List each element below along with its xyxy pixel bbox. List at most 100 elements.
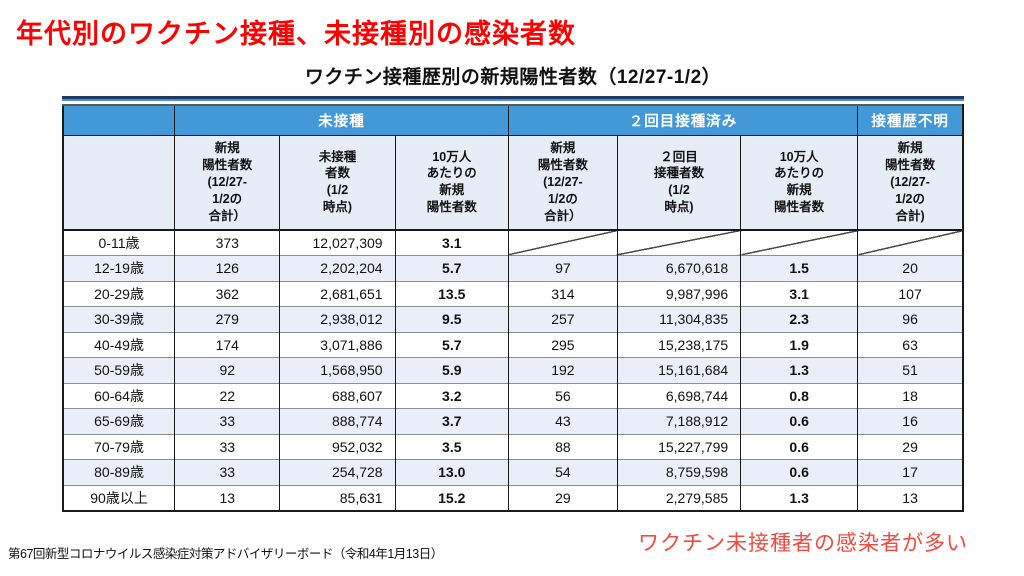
value-cell: 5.7: [394, 331, 509, 358]
age-cell: 0-11歳: [62, 229, 176, 256]
value-cell: 3.1: [394, 229, 509, 256]
value-cell: 9.5: [394, 306, 509, 332]
value-cell: 952,032: [279, 433, 396, 460]
value-cell: 88: [507, 433, 618, 460]
value-cell: [616, 229, 742, 256]
value-cell: 18: [857, 382, 964, 409]
value-cell: 0.6: [740, 408, 859, 434]
value-cell: 11,304,835: [616, 306, 742, 332]
value-cell: 3.5: [394, 433, 509, 460]
value-cell: 2,202,204: [279, 255, 396, 281]
value-cell: 15,161,684: [616, 357, 742, 383]
table-row: 0-11歳 373 12,027,309 3.1: [62, 229, 964, 256]
value-cell: 254,728: [279, 459, 396, 485]
value-cell: 96: [857, 306, 964, 332]
corner-cell: [62, 105, 176, 136]
value-cell: 29: [507, 484, 618, 511]
value-cell: 3,071,886: [279, 331, 396, 358]
value-cell: 6,670,618: [616, 255, 742, 281]
value-cell: 15,227,799: [616, 433, 742, 460]
age-cell: 65-69歳: [62, 408, 176, 434]
page-title: 年代別のワクチン接種、未接種別の感染者数: [16, 19, 576, 49]
group-header-second-dose: ２回目接種済み: [507, 105, 859, 136]
col-header-second-dose-count: ２回目 接種者数 (1/2 時点): [616, 135, 742, 231]
col-header-unvax-count: 未接種 者数 (1/2 時点): [279, 135, 396, 231]
age-cell: 90歳以上: [62, 484, 176, 511]
value-cell: 362: [174, 280, 281, 307]
table-row: 20-29歳 362 2,681,651 13.5 314 9,987,996 3.1 107: [62, 280, 964, 307]
value-cell: 174: [174, 331, 281, 358]
value-cell: 373: [174, 229, 281, 256]
value-cell: 107: [857, 280, 964, 307]
table-row: 40-49歳 174 3,071,886 5.7 295 15,238,175 1.9 63: [62, 331, 964, 358]
value-cell: 3.7: [394, 408, 509, 434]
value-cell: 314: [507, 280, 618, 307]
age-cell: 60-64歳: [62, 382, 176, 409]
value-cell: 29: [857, 433, 964, 460]
value-cell: 1.3: [740, 484, 859, 511]
value-cell: 15,238,175: [616, 331, 742, 358]
value-cell: 13: [857, 484, 964, 511]
value-cell: [740, 229, 859, 256]
table-row: 70-79歳 33 952,032 3.5 88 15,227,799 0.6 29: [62, 433, 964, 460]
value-cell: 1,568,950: [279, 357, 396, 383]
value-cell: 5.9: [394, 357, 509, 383]
value-cell: 13: [174, 484, 281, 511]
group-header-row: 未接種 ２回目接種済み 接種歴不明: [62, 105, 964, 136]
value-cell: 6,698,744: [616, 382, 742, 409]
value-cell: 2,681,651: [279, 280, 396, 307]
table-row: 50-59歳 92 1,568,950 5.9 192 15,161,684 1.3 51: [62, 357, 964, 383]
table-body: 0-11歳 373 12,027,309 3.1 12-19歳 126 2,202,204 5…: [62, 229, 964, 511]
value-cell: 279: [174, 306, 281, 332]
table-row: 90歳以上 13 85,631 15.2 29 2,279,585 1.3 13: [62, 484, 964, 511]
value-cell: [507, 229, 618, 256]
value-cell: 295: [507, 331, 618, 358]
value-cell: 22: [174, 382, 281, 409]
table-row: 80-89歳 33 254,728 13.0 54 8,759,598 0.6 17: [62, 459, 964, 485]
table-title: ワクチン接種歴別の新規陽性者数（12/27-1/2）: [304, 67, 722, 88]
annotation-text: ワクチン未接種者の感染者が多い: [638, 532, 968, 555]
col-header-rate-per-100k-unvax: 10万人 あたりの 新規 陽性者数: [394, 135, 509, 231]
value-cell: [857, 229, 964, 256]
col-header-rate-per-100k-vax: 10万人 あたりの 新規 陽性者数: [740, 135, 859, 231]
value-cell: 1.9: [740, 331, 859, 358]
value-cell: 2,938,012: [279, 306, 396, 332]
value-cell: 51: [857, 357, 964, 383]
table-row: 60-64歳 22 688,607 3.2 56 6,698,744 0.8 18: [62, 382, 964, 409]
value-cell: 56: [507, 382, 618, 409]
value-cell: 92: [174, 357, 281, 383]
table-row: 30-39歳 279 2,938,012 9.5 257 11,304,835 2.3 96: [62, 306, 964, 332]
table-section: ワクチン接種歴別の新規陽性者数（12/27-1/2） 未接種 ２回目接種済み 接…: [62, 62, 964, 512]
value-cell: 63: [857, 331, 964, 358]
value-cell: 33: [174, 433, 281, 460]
value-cell: 54: [507, 459, 618, 485]
value-cell: 0.8: [740, 382, 859, 409]
value-cell: 0.6: [740, 433, 859, 460]
value-cell: 13.5: [394, 280, 509, 307]
column-header-row: 新規 陽性者数 (12/27- 1/2の 合計） 未接種 者数 (1/2 時点)…: [62, 135, 964, 231]
value-cell: 5.7: [394, 255, 509, 281]
age-cell: 70-79歳: [62, 433, 176, 460]
value-cell: 16: [857, 408, 964, 434]
value-cell: 257: [507, 306, 618, 332]
age-cell: 50-59歳: [62, 357, 176, 383]
age-cell: 30-39歳: [62, 306, 176, 332]
group-header-unvaccinated: 未接種: [174, 105, 509, 136]
value-cell: 1.5: [740, 255, 859, 281]
value-cell: 8,759,598: [616, 459, 742, 485]
value-cell: 15.2: [394, 484, 509, 511]
positives-by-vaccination-table: 未接種 ２回目接種済み 接種歴不明 新規 陽性者数 (12/27- 1/2の 合…: [62, 104, 964, 512]
col-header-new-positives-vax: 新規 陽性者数 (12/27- 1/2の 合計）: [507, 135, 618, 231]
age-column-header: [62, 135, 176, 231]
value-cell: 43: [507, 408, 618, 434]
value-cell: 3.1: [740, 280, 859, 307]
value-cell: 888,774: [279, 408, 396, 434]
value-cell: 7,188,912: [616, 408, 742, 434]
value-cell: 688,607: [279, 382, 396, 409]
value-cell: 33: [174, 408, 281, 434]
value-cell: 192: [507, 357, 618, 383]
age-cell: 12-19歳: [62, 255, 176, 281]
col-header-new-positives-unknown: 新規 陽性者数 (12/27- 1/2の 合計): [857, 135, 964, 231]
table-top-rule: [62, 96, 964, 101]
col-header-new-positives-unvax: 新規 陽性者数 (12/27- 1/2の 合計）: [174, 135, 281, 231]
